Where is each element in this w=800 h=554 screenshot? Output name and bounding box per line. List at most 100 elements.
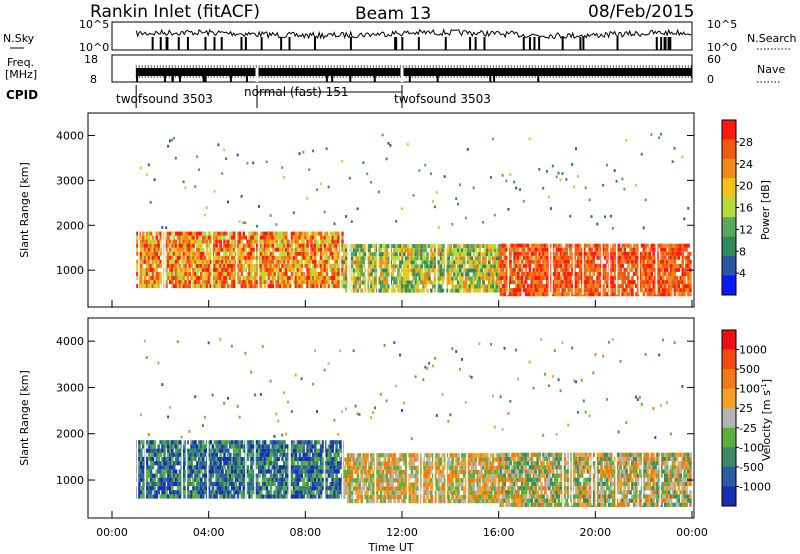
- power-cell: [145, 263, 149, 268]
- power-cell: [664, 284, 667, 289]
- power-cell: [184, 280, 188, 285]
- velocity-cell: [236, 461, 240, 466]
- power-cell: [277, 263, 280, 268]
- power-cell: [546, 292, 549, 297]
- power-cell: [457, 264, 460, 269]
- power-cell: [203, 272, 207, 276]
- velocity-cell: [145, 490, 149, 495]
- power-cell: [225, 263, 228, 268]
- power-cell: [549, 267, 553, 272]
- power-cell: [627, 284, 630, 289]
- power-cell: [577, 247, 580, 252]
- velocity-cell: [250, 370, 253, 374]
- power-cell: [640, 288, 644, 293]
- velocity-cell: [312, 481, 315, 487]
- velocity-cell: [196, 473, 199, 478]
- power-cell: [310, 259, 313, 264]
- power-cell: [153, 251, 157, 256]
- power-cell: [399, 252, 402, 257]
- velocity-cell: [296, 494, 300, 499]
- power-cell: [623, 292, 626, 297]
- velocity-cell: [290, 469, 294, 474]
- power-cell: [387, 268, 391, 273]
- power-cell: [665, 292, 669, 297]
- power-cell: [312, 251, 315, 256]
- power-cell: [329, 263, 333, 268]
- power-cell: [157, 255, 160, 260]
- power-cell: [182, 259, 186, 264]
- power-cell: [200, 272, 203, 276]
- power-cell: [669, 288, 673, 293]
- power-cell: [478, 276, 481, 281]
- velocity-cell: [230, 440, 234, 445]
- power-cell: [596, 276, 599, 280]
- velocity-cell: [296, 477, 300, 482]
- velocity-cell: [169, 405, 171, 409]
- power-cell: [646, 243, 650, 248]
- power-cell: [310, 280, 313, 285]
- velocity-cell: [229, 456, 232, 462]
- velocity-cell: [217, 473, 220, 478]
- power-cell: [372, 260, 375, 265]
- velocity-cell: [213, 494, 217, 499]
- power-cell: [671, 160, 674, 163]
- power-cell: [387, 256, 391, 261]
- power-cell: [281, 231, 284, 236]
- power-cell: [495, 276, 499, 281]
- velocity-cell: [157, 448, 160, 453]
- power-cell: [669, 251, 673, 256]
- power-cell: [362, 252, 365, 257]
- power-cell: [333, 263, 336, 268]
- velocity-cell: [172, 481, 176, 487]
- power-cell: [424, 280, 427, 285]
- power-cell: [619, 247, 623, 252]
- velocity-cell: [277, 465, 280, 470]
- power-cell: [457, 284, 460, 289]
- power-cell: [374, 272, 377, 277]
- power-cell: [642, 263, 646, 268]
- power-cell: [505, 255, 508, 260]
- velocity-cell: [296, 448, 300, 453]
- power-cell: [180, 243, 184, 248]
- power-cell: [656, 288, 659, 293]
- power-cell: [283, 280, 286, 285]
- power-cell: [577, 259, 580, 264]
- velocity-cell: [236, 486, 240, 491]
- power-cell: [499, 276, 503, 280]
- power-cell: [261, 255, 265, 260]
- power-cell: [617, 267, 621, 272]
- power-cell: [544, 267, 547, 272]
- power-cell: [578, 267, 582, 272]
- velocity-cell: [161, 448, 164, 453]
- velocity-cell: [149, 486, 153, 491]
- velocity-cell: [176, 461, 180, 466]
- velocity-cell: [302, 490, 305, 495]
- velocity-cell: [234, 452, 238, 457]
- velocity-cell: [215, 477, 218, 482]
- power-cell: [441, 256, 445, 261]
- power-cell: [312, 231, 315, 236]
- power-cell: [335, 235, 338, 240]
- power-cell: [192, 247, 195, 252]
- power-cell: [314, 259, 317, 264]
- power-cell: [321, 235, 325, 240]
- power-cell: [143, 272, 147, 276]
- power-cell: [354, 264, 358, 269]
- power-cell: [685, 267, 688, 272]
- power-cell: [213, 255, 217, 260]
- velocity-cell: [151, 486, 155, 491]
- velocity-cell: [265, 456, 269, 462]
- power-cell: [451, 248, 454, 253]
- power-cell: [526, 259, 530, 264]
- velocity-cell: [198, 477, 201, 482]
- power-cell: [298, 280, 302, 285]
- velocity-cell: [165, 486, 168, 491]
- power-cell: [493, 244, 497, 249]
- power-cell: [287, 247, 290, 252]
- power-cell: [364, 252, 367, 257]
- velocity-cell: [167, 440, 170, 445]
- power-cell: [198, 276, 201, 280]
- power-cell: [391, 252, 394, 257]
- velocity-cell: [248, 440, 251, 445]
- power-cell: [364, 288, 367, 293]
